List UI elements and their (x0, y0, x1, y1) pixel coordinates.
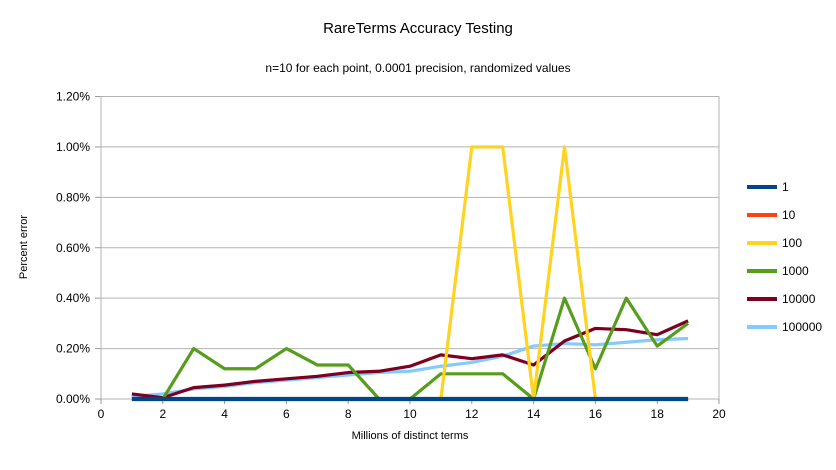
series-line-10000 (131, 319, 689, 400)
legend-swatch (747, 297, 777, 301)
x-tick-label: 6 (283, 407, 290, 421)
legend-swatch (747, 241, 777, 245)
chart-subtitle: n=10 for each point, 0.0001 precision, r… (265, 61, 571, 75)
legend-label: 100000 (782, 320, 823, 334)
x-tick-label: 12 (465, 407, 479, 421)
x-tick-label: 4 (221, 407, 228, 421)
y-tick-label: 0.80% (56, 190, 90, 204)
x-tick-label: 10 (403, 407, 417, 421)
legend-label: 1 (782, 180, 789, 194)
y-tick-label: 1.00% (56, 140, 90, 154)
y-tick-label: 0.60% (56, 241, 90, 255)
x-tick-label: 16 (589, 407, 603, 421)
legend-swatch (747, 325, 777, 329)
legend-label: 10000 (782, 292, 816, 306)
chart-title: RareTerms Accuracy Testing (323, 20, 513, 37)
legend-label: 10 (782, 208, 796, 222)
x-tick-label: 8 (345, 407, 352, 421)
y-tick-label: 0.00% (56, 392, 90, 406)
x-tick-label: 18 (651, 407, 665, 421)
x-tick-label: 2 (159, 407, 166, 421)
y-tick-label: 1.20% (56, 90, 90, 104)
y-tick-label: 0.40% (56, 291, 90, 305)
legend-swatch (747, 213, 777, 217)
x-axis-title: Millions of distinct terms (351, 430, 469, 442)
x-tick-label: 14 (527, 407, 541, 421)
legend-swatch (747, 269, 777, 273)
legend-swatch (747, 185, 777, 189)
legend-label: 100 (782, 236, 803, 250)
x-tick-label: 0 (98, 407, 105, 421)
legend-label: 1000 (782, 264, 809, 278)
x-tick-label: 20 (712, 407, 726, 421)
y-tick-label: 0.20% (56, 342, 90, 356)
